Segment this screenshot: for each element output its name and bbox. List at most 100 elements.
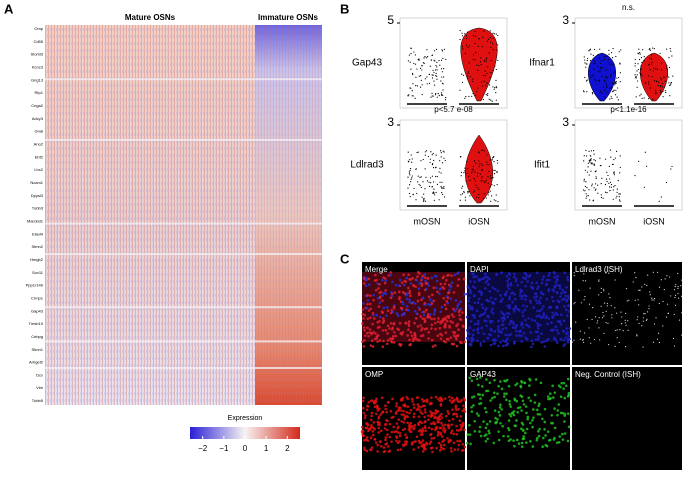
signal [479, 341, 483, 345]
signal [494, 297, 497, 301]
dot [478, 160, 480, 162]
signal [479, 434, 483, 438]
dot [609, 190, 611, 192]
signal [620, 323, 623, 325]
signal [378, 339, 382, 342]
dot [584, 169, 586, 171]
dot [582, 189, 585, 191]
signal [447, 439, 451, 443]
signal [447, 419, 451, 423]
dot [493, 199, 495, 201]
dot [665, 181, 668, 184]
dot [433, 159, 435, 162]
dot [588, 189, 590, 191]
signal [457, 277, 461, 281]
signal [432, 411, 436, 415]
signal [563, 414, 567, 417]
signal [382, 446, 386, 449]
dot [593, 164, 595, 167]
signal [531, 342, 535, 346]
gene-label: Cnga2 [31, 103, 44, 108]
dot [585, 80, 588, 82]
dot [443, 187, 445, 189]
dot [472, 54, 475, 56]
signal [519, 394, 523, 398]
signal [584, 280, 587, 282]
dot [648, 83, 650, 85]
signal [507, 333, 510, 337]
dot [409, 174, 411, 176]
dot [466, 168, 469, 170]
signal [416, 299, 420, 303]
signal [449, 284, 453, 288]
dot [410, 181, 412, 183]
dot [431, 77, 434, 79]
dot [462, 185, 464, 187]
dot [430, 59, 433, 61]
dot [641, 74, 643, 77]
signal [377, 305, 381, 308]
dot [411, 89, 413, 92]
signal [427, 295, 431, 299]
dot [644, 81, 647, 84]
signal [375, 313, 379, 317]
dot [460, 171, 463, 173]
dot [650, 58, 653, 60]
signal [407, 428, 411, 431]
dot [652, 98, 654, 100]
signal [434, 395, 438, 399]
signal [452, 441, 456, 445]
signal [424, 447, 427, 451]
dot [462, 48, 464, 50]
signal [389, 273, 393, 277]
dot [588, 160, 590, 162]
dot [602, 86, 605, 88]
dot [670, 168, 672, 170]
signal [588, 303, 591, 305]
dot [427, 155, 430, 158]
signal [529, 331, 533, 334]
signal [582, 280, 584, 282]
signal [588, 327, 590, 329]
signal [493, 378, 496, 382]
signal [430, 302, 434, 305]
signal [663, 288, 665, 291]
signal [637, 299, 639, 301]
signal [463, 292, 466, 296]
dot [484, 74, 486, 77]
signal [421, 433, 424, 436]
dot [434, 94, 437, 96]
dot [599, 62, 602, 65]
dot [435, 93, 437, 95]
dot [485, 85, 487, 87]
dot [601, 60, 603, 62]
signal [362, 396, 365, 400]
signal [431, 345, 435, 348]
dot [605, 76, 607, 78]
violin [465, 134, 493, 204]
dot [585, 63, 587, 65]
signal [658, 341, 661, 344]
dot [483, 150, 485, 152]
dot [480, 180, 482, 182]
dot [431, 95, 433, 97]
signal [390, 337, 394, 340]
signal [546, 430, 550, 433]
dot [586, 91, 588, 93]
dot [475, 90, 478, 93]
signal [455, 344, 459, 348]
signal [384, 404, 387, 407]
dot [464, 97, 466, 99]
signal [376, 443, 380, 447]
signal [638, 304, 640, 306]
dot [438, 171, 440, 173]
signal [412, 448, 416, 451]
signal [506, 315, 510, 319]
signal [507, 272, 511, 275]
signal [361, 312, 365, 316]
signal [573, 339, 575, 341]
signal [393, 331, 396, 334]
signal [586, 318, 588, 321]
dot [443, 68, 445, 70]
dot [407, 176, 409, 178]
